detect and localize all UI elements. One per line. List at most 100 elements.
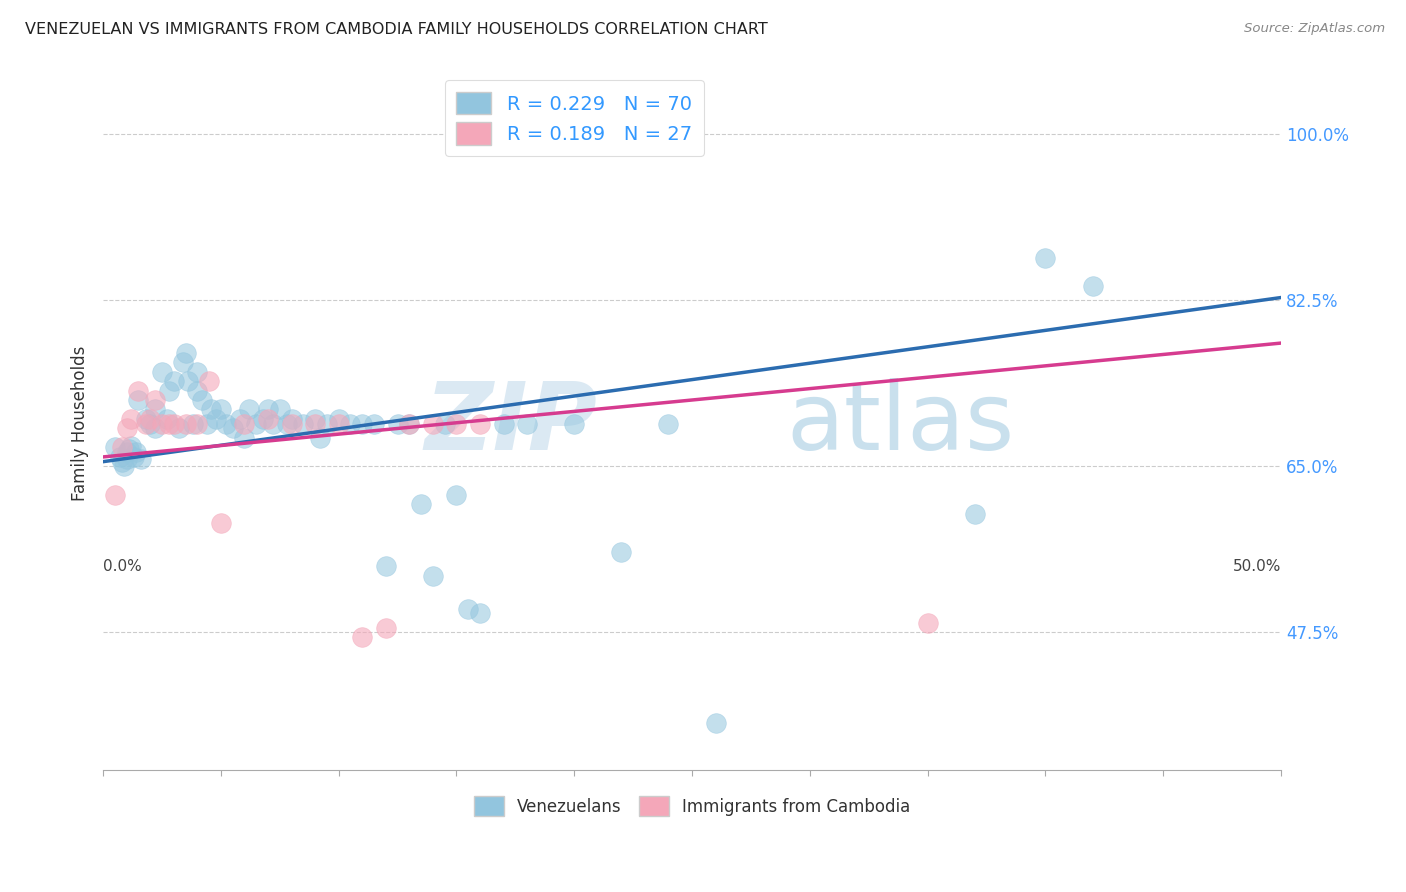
Point <box>446 488 468 502</box>
Point <box>963 507 986 521</box>
Point <box>398 417 420 431</box>
Point <box>143 421 166 435</box>
Point <box>122 450 145 464</box>
Point <box>280 412 302 426</box>
Point <box>257 412 280 426</box>
Point <box>111 455 134 469</box>
Point <box>238 402 260 417</box>
Point <box>135 417 157 431</box>
Legend: Venezuelans, Immigrants from Cambodia: Venezuelans, Immigrants from Cambodia <box>465 788 918 824</box>
Point <box>433 417 456 431</box>
Point <box>214 417 236 431</box>
Point <box>139 412 162 426</box>
Text: 0.0%: 0.0% <box>103 558 142 574</box>
Point <box>150 417 173 431</box>
Point <box>104 488 127 502</box>
Point <box>120 412 142 426</box>
Point <box>156 412 179 426</box>
Point <box>292 417 315 431</box>
Point <box>127 392 149 407</box>
Point <box>457 601 479 615</box>
Point <box>374 621 396 635</box>
Point <box>186 365 208 379</box>
Point <box>1081 279 1104 293</box>
Point <box>610 545 633 559</box>
Point <box>422 417 444 431</box>
Point <box>280 417 302 431</box>
Point <box>276 417 298 431</box>
Point <box>252 412 274 426</box>
Point <box>174 345 197 359</box>
Point <box>229 412 252 426</box>
Point <box>446 417 468 431</box>
Text: VENEZUELAN VS IMMIGRANTS FROM CAMBODIA FAMILY HOUSEHOLDS CORRELATION CHART: VENEZUELAN VS IMMIGRANTS FROM CAMBODIA F… <box>25 22 768 37</box>
Point <box>108 450 131 464</box>
Point <box>143 402 166 417</box>
Point <box>328 417 350 431</box>
Point <box>657 417 679 431</box>
Point <box>1035 251 1057 265</box>
Point <box>172 355 194 369</box>
Point <box>186 417 208 431</box>
Text: 50.0%: 50.0% <box>1233 558 1281 574</box>
Point <box>186 384 208 398</box>
Point <box>174 417 197 431</box>
Point <box>304 412 326 426</box>
Point <box>104 441 127 455</box>
Point <box>562 417 585 431</box>
Point <box>352 630 374 644</box>
Point <box>221 421 243 435</box>
Point <box>115 421 138 435</box>
Point <box>209 402 232 417</box>
Point <box>150 365 173 379</box>
Point <box>917 615 939 630</box>
Point <box>139 417 162 431</box>
Point <box>304 417 326 431</box>
Point <box>177 374 200 388</box>
Point <box>328 412 350 426</box>
Point <box>118 442 141 457</box>
Point <box>516 417 538 431</box>
Point <box>233 431 256 445</box>
Point <box>398 417 420 431</box>
Point <box>262 417 284 431</box>
Point <box>129 451 152 466</box>
Point <box>269 402 291 417</box>
Point <box>181 417 204 431</box>
Point <box>135 412 157 426</box>
Point <box>115 451 138 466</box>
Point <box>200 402 222 417</box>
Text: ZIP: ZIP <box>425 377 598 470</box>
Point <box>374 559 396 574</box>
Point <box>316 417 339 431</box>
Point <box>111 441 134 455</box>
Point <box>339 417 361 431</box>
Point <box>191 392 214 407</box>
Point <box>198 374 221 388</box>
Point <box>205 412 228 426</box>
Text: Source: ZipAtlas.com: Source: ZipAtlas.com <box>1244 22 1385 36</box>
Point <box>422 568 444 582</box>
Point <box>411 497 433 511</box>
Y-axis label: Family Households: Family Households <box>72 346 89 501</box>
Point <box>125 445 148 459</box>
Point <box>468 417 491 431</box>
Point <box>157 417 180 431</box>
Point <box>167 421 190 435</box>
Point <box>209 516 232 531</box>
Point <box>363 417 385 431</box>
Point <box>112 459 135 474</box>
Point <box>115 445 138 459</box>
Point <box>143 392 166 407</box>
Point <box>195 417 218 431</box>
Point <box>257 402 280 417</box>
Point <box>492 417 515 431</box>
Point <box>163 374 186 388</box>
Point <box>352 417 374 431</box>
Text: atlas: atlas <box>786 377 1015 470</box>
Point <box>163 417 186 431</box>
Point <box>127 384 149 398</box>
Point <box>387 417 409 431</box>
Point <box>468 607 491 621</box>
Point <box>233 417 256 431</box>
